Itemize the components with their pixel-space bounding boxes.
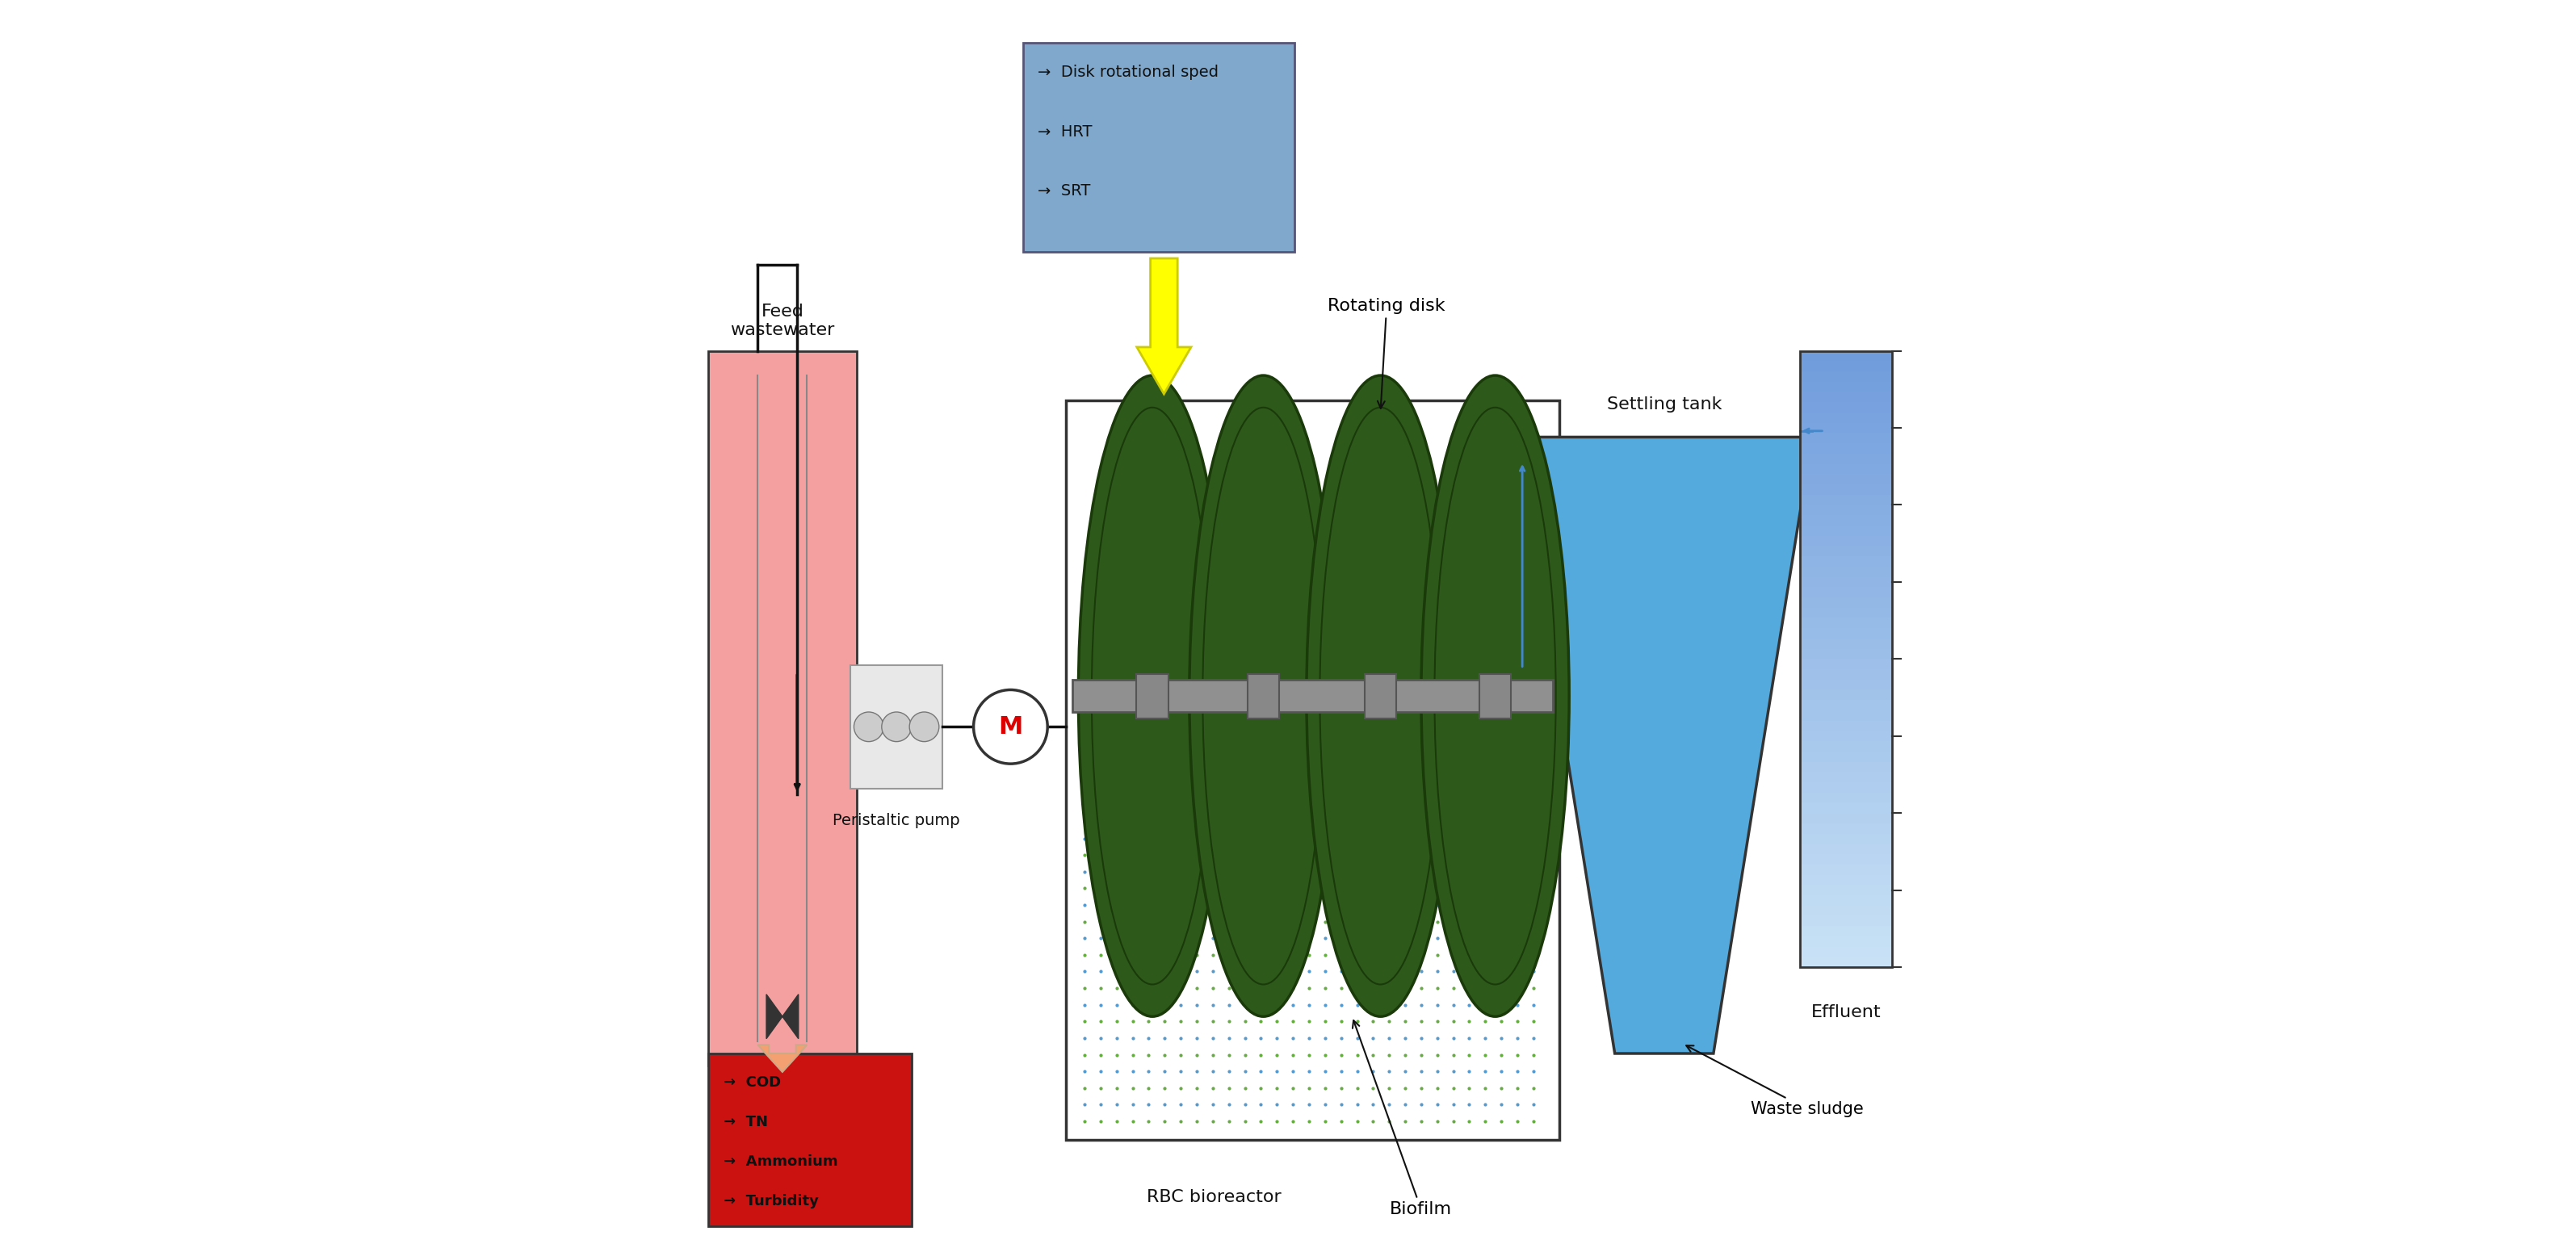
FancyBboxPatch shape (1801, 371, 1893, 382)
FancyBboxPatch shape (1801, 751, 1893, 761)
FancyBboxPatch shape (1801, 474, 1893, 484)
FancyBboxPatch shape (1801, 525, 1893, 536)
FancyBboxPatch shape (1801, 906, 1893, 916)
FancyBboxPatch shape (1801, 773, 1893, 782)
FancyBboxPatch shape (1801, 454, 1893, 464)
FancyBboxPatch shape (1801, 937, 1893, 947)
FancyBboxPatch shape (1801, 926, 1893, 937)
Circle shape (881, 712, 912, 741)
FancyBboxPatch shape (1801, 741, 1893, 751)
FancyBboxPatch shape (1801, 802, 1893, 814)
Ellipse shape (1422, 376, 1569, 1016)
FancyBboxPatch shape (1801, 536, 1893, 546)
FancyArrow shape (1136, 259, 1190, 394)
FancyBboxPatch shape (1072, 680, 1553, 712)
FancyBboxPatch shape (1801, 679, 1893, 690)
FancyBboxPatch shape (1801, 628, 1893, 638)
FancyBboxPatch shape (1479, 674, 1512, 718)
FancyBboxPatch shape (1801, 659, 1893, 669)
FancyBboxPatch shape (850, 666, 943, 789)
FancyBboxPatch shape (1801, 484, 1893, 495)
Text: Waste sludge: Waste sludge (1687, 1045, 1862, 1117)
FancyBboxPatch shape (1801, 782, 1893, 792)
FancyBboxPatch shape (1801, 566, 1893, 577)
FancyBboxPatch shape (1801, 423, 1893, 433)
FancyBboxPatch shape (1801, 792, 1893, 802)
Text: Rotating disk: Rotating disk (1327, 297, 1445, 408)
FancyBboxPatch shape (1801, 392, 1893, 402)
FancyBboxPatch shape (1801, 814, 1893, 824)
FancyBboxPatch shape (1801, 382, 1893, 392)
FancyBboxPatch shape (1801, 710, 1893, 720)
FancyBboxPatch shape (1801, 855, 1893, 865)
FancyArrow shape (757, 1045, 806, 1072)
FancyBboxPatch shape (1136, 674, 1170, 718)
FancyBboxPatch shape (1801, 843, 1893, 855)
FancyBboxPatch shape (1247, 674, 1280, 718)
FancyBboxPatch shape (1801, 824, 1893, 833)
FancyBboxPatch shape (1801, 865, 1893, 875)
FancyBboxPatch shape (1801, 700, 1893, 710)
FancyBboxPatch shape (1023, 42, 1293, 253)
FancyBboxPatch shape (1801, 761, 1893, 773)
Text: RBC bioreactor: RBC bioreactor (1146, 1189, 1280, 1205)
FancyBboxPatch shape (1801, 947, 1893, 957)
FancyBboxPatch shape (1801, 577, 1893, 587)
Ellipse shape (1079, 376, 1226, 1016)
FancyBboxPatch shape (1801, 720, 1893, 731)
Text: Effluent: Effluent (1811, 1004, 1880, 1020)
Text: →  Turbidity: → Turbidity (724, 1194, 819, 1208)
Text: Biofilm: Biofilm (1352, 1020, 1453, 1218)
Text: →  COD: → COD (724, 1076, 781, 1090)
Circle shape (853, 712, 884, 741)
FancyBboxPatch shape (1801, 731, 1893, 741)
FancyBboxPatch shape (1801, 638, 1893, 648)
Text: →  HRT: → HRT (1038, 124, 1092, 139)
FancyBboxPatch shape (1801, 505, 1893, 515)
FancyBboxPatch shape (1801, 515, 1893, 525)
FancyBboxPatch shape (1801, 669, 1893, 679)
FancyBboxPatch shape (1801, 443, 1893, 454)
FancyBboxPatch shape (1801, 607, 1893, 618)
Circle shape (974, 690, 1048, 764)
Text: Settling tank: Settling tank (1607, 397, 1721, 413)
FancyBboxPatch shape (708, 1054, 912, 1227)
FancyBboxPatch shape (1066, 401, 1558, 1140)
FancyBboxPatch shape (1801, 361, 1893, 371)
FancyBboxPatch shape (1801, 495, 1893, 505)
FancyBboxPatch shape (1801, 896, 1893, 906)
Text: Peristaltic pump: Peristaltic pump (832, 814, 961, 829)
FancyBboxPatch shape (1801, 433, 1893, 443)
Polygon shape (783, 994, 799, 1039)
Polygon shape (768, 994, 783, 1039)
Ellipse shape (1190, 376, 1337, 1016)
FancyBboxPatch shape (1801, 618, 1893, 628)
FancyBboxPatch shape (1801, 884, 1893, 896)
FancyBboxPatch shape (708, 351, 855, 1066)
FancyBboxPatch shape (1801, 546, 1893, 556)
FancyBboxPatch shape (1801, 464, 1893, 474)
FancyBboxPatch shape (1801, 597, 1893, 607)
FancyBboxPatch shape (1801, 833, 1893, 843)
FancyBboxPatch shape (1801, 413, 1893, 423)
FancyBboxPatch shape (1801, 957, 1893, 967)
Circle shape (909, 712, 940, 741)
Ellipse shape (1306, 376, 1455, 1016)
Text: →  SRT: → SRT (1038, 183, 1090, 199)
FancyBboxPatch shape (1801, 916, 1893, 926)
FancyBboxPatch shape (1801, 648, 1893, 659)
FancyBboxPatch shape (1801, 351, 1893, 361)
Text: →  TN: → TN (724, 1115, 768, 1130)
FancyBboxPatch shape (1801, 587, 1893, 597)
FancyBboxPatch shape (1801, 402, 1893, 413)
Text: →  Disk rotational sped: → Disk rotational sped (1038, 65, 1218, 80)
Text: →  Ammonium: → Ammonium (724, 1154, 837, 1169)
Text: Feed
wastewater: Feed wastewater (729, 304, 835, 338)
FancyBboxPatch shape (1801, 875, 1893, 884)
Polygon shape (1517, 437, 1811, 1054)
FancyBboxPatch shape (1365, 674, 1396, 718)
FancyBboxPatch shape (1801, 556, 1893, 566)
Text: M: M (999, 715, 1023, 739)
FancyBboxPatch shape (1801, 690, 1893, 700)
